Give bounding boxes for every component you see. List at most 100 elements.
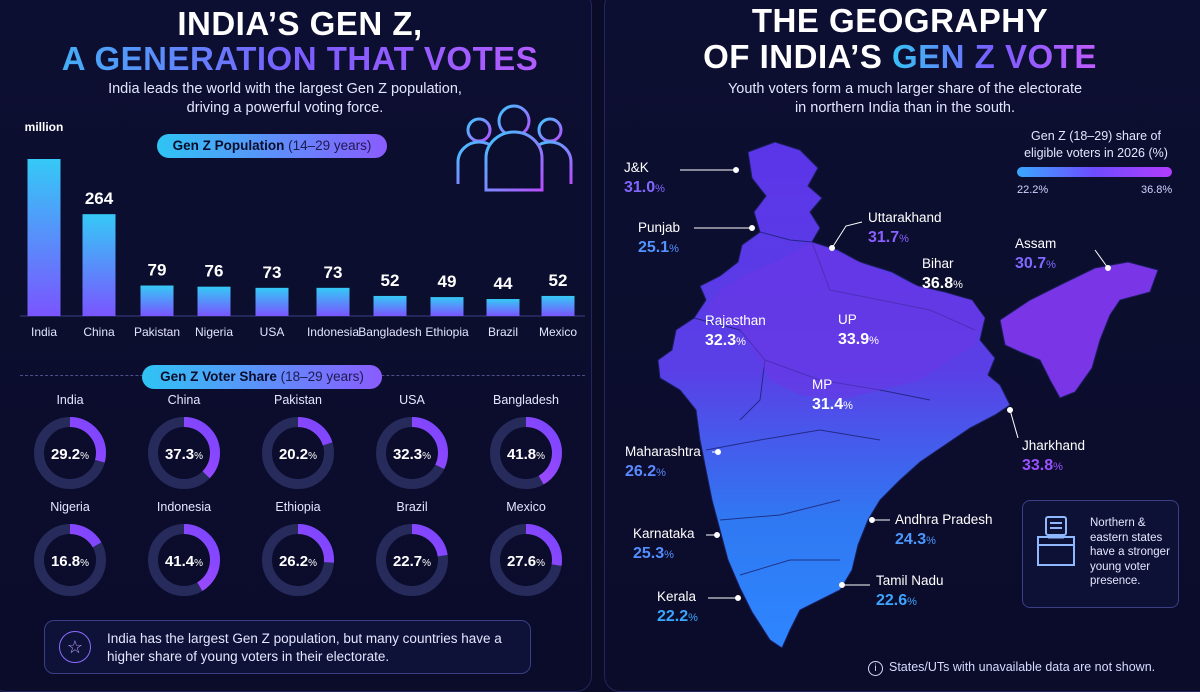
map-state-value: 33.8% <box>1022 457 1063 474</box>
people-group-icon <box>456 104 573 192</box>
bar-china <box>82 214 116 316</box>
voter-share-pill-label: Gen Z Voter Share <box>160 369 277 384</box>
map-state-value: 33.9% <box>838 331 879 348</box>
donut-country-label: Bangladesh <box>493 393 559 407</box>
bar-category-label: India <box>31 325 57 339</box>
bar-value-label: 52 <box>381 271 400 290</box>
donut-value-label: 22.7% <box>393 553 431 570</box>
map-state-label: Punjab <box>638 220 680 235</box>
northeast-region <box>999 261 1159 399</box>
info-box-text: Northern & eastern states have a stronge… <box>1090 517 1170 587</box>
note-text: India has the largest Gen Z population, … <box>107 631 502 664</box>
donut-value-label: 26.2% <box>279 553 317 570</box>
right-title-line1: THE GEOGRAPHY <box>751 2 1049 39</box>
map-state-value: 31.0% <box>624 179 665 196</box>
donut-value-label: 29.2% <box>51 446 89 463</box>
donut-arc-mexico <box>490 524 562 596</box>
voter-share-donuts: India 29.2% China 37.3% Pakistan 20.2% USA 32.3… <box>34 393 562 596</box>
voter-share-pill: Gen Z Voter Share (18–29 years) <box>142 365 382 389</box>
map-leader-line <box>1094 249 1109 269</box>
bar-value-label: 264 <box>85 189 114 208</box>
map-state-value: 26.2% <box>625 463 666 480</box>
donut-country-label: Ethiopia <box>275 500 320 514</box>
map-state-value: 31.7% <box>868 229 909 246</box>
map-state-value: 25.3% <box>633 545 674 562</box>
bar-value-label: 407 <box>30 115 58 116</box>
bar-category-label: Mexico <box>539 325 577 339</box>
bar-value-label: 49 <box>438 272 457 291</box>
map-state-label: Maharashtra <box>625 444 701 459</box>
legend-min: 22.2% <box>1017 184 1049 196</box>
map-state-label: Andhra Pradesh <box>895 512 993 527</box>
map-state-value: 22.2% <box>657 608 698 625</box>
map-state-label: Tamil Nadu <box>876 573 944 588</box>
map-leader-dot <box>869 517 875 523</box>
map-leader-dot <box>715 449 721 455</box>
bar-value-label: 52 <box>549 271 568 290</box>
bar-pakistan <box>140 285 174 316</box>
map-leader-dot <box>735 595 741 601</box>
legend-title-line1: Gen Z (18–29) share of <box>1031 129 1161 143</box>
map-state-value: 31.4% <box>812 396 853 413</box>
donut-arc-india <box>34 417 106 489</box>
legend-max: 36.8% <box>1141 184 1173 196</box>
bar-category-label: USA <box>260 325 285 339</box>
map-leader-dot <box>1007 407 1013 413</box>
map-state-label: Uttarakhand <box>868 210 942 225</box>
legend-title-line2: eligible voters in 2026 (%) <box>1024 146 1168 160</box>
map-state-label: UP <box>838 312 857 327</box>
map-state-value: 36.8% <box>922 275 963 292</box>
map-state-label: Rajasthan <box>705 313 766 328</box>
bar-category-label: Ethiopia <box>425 325 469 339</box>
map-state-label: Bihar <box>922 256 954 271</box>
right-subtitle-line1: Youth voters form a much larger share of… <box>727 81 1083 97</box>
map-state-value: 25.1% <box>638 239 679 256</box>
map-state-label: Kerala <box>657 589 697 604</box>
donut-arc-ethiopia <box>262 524 334 596</box>
donut-value-label: 16.8% <box>51 553 89 570</box>
donut-country-label: Brazil <box>396 500 427 514</box>
donut-arc-indonesia <box>148 524 220 596</box>
central-region-highlight <box>706 242 985 400</box>
map-state-value: 24.3% <box>895 531 936 548</box>
map-state-value: 22.6% <box>876 592 917 609</box>
population-pill-label: Gen Z Population <box>172 138 285 153</box>
population-bar-chart: 407 million India 264 China 79 Pakistan 76 Niger… <box>20 115 585 339</box>
right-title-line2-start: OF INDIA’S <box>703 38 892 75</box>
bar-ethiopia <box>430 297 464 316</box>
bar-category-label: Pakistan <box>134 325 180 339</box>
map-state-label: Jharkhand <box>1022 438 1085 453</box>
bar-value-label: 73 <box>324 263 343 282</box>
bar-category-label: Bangladesh <box>358 325 421 339</box>
map-leader-dot <box>733 167 739 173</box>
donut-value-label: 37.3% <box>165 446 203 463</box>
bar-indonesia <box>316 287 350 316</box>
bar-value-label: 79 <box>148 261 167 280</box>
map-leader-dot <box>749 225 755 231</box>
map-leader-line <box>1009 409 1019 439</box>
donut-arc-china <box>148 417 220 489</box>
donut-country-label: Mexico <box>506 500 546 514</box>
bar-category-label: Indonesia <box>307 325 359 339</box>
map-leader-dot <box>839 582 845 588</box>
donut-arc-usa <box>376 417 448 489</box>
left-subtitle-line1: India leads the world with the largest G… <box>108 81 462 97</box>
legend-title: Gen Z (18–29) share of eligible voters i… <box>1012 128 1180 162</box>
donut-country-label: Indonesia <box>157 500 211 514</box>
voter-share-pill-range: (18–29 years) <box>280 369 364 384</box>
bar-value-label: 76 <box>205 262 224 281</box>
bar-value-label: 44 <box>494 274 513 293</box>
star-icon: ☆ <box>59 631 91 663</box>
footnote-text: States/UTs with unavailable data are not… <box>889 660 1156 674</box>
bar-unit-label: million <box>25 120 64 134</box>
map-leader-dot <box>1105 265 1111 271</box>
ballot-box-icon <box>1037 516 1075 566</box>
donut-value-label: 32.3% <box>393 446 431 463</box>
bar-india <box>27 159 61 316</box>
info-icon: i <box>868 661 883 676</box>
donut-arc-nigeria <box>34 524 106 596</box>
map-state-value: 30.7% <box>1015 255 1056 272</box>
left-subtitle-line2: driving a powerful voting force. <box>186 100 384 116</box>
map-state-label: MP <box>812 377 832 392</box>
donut-arc-brazil <box>376 524 448 596</box>
